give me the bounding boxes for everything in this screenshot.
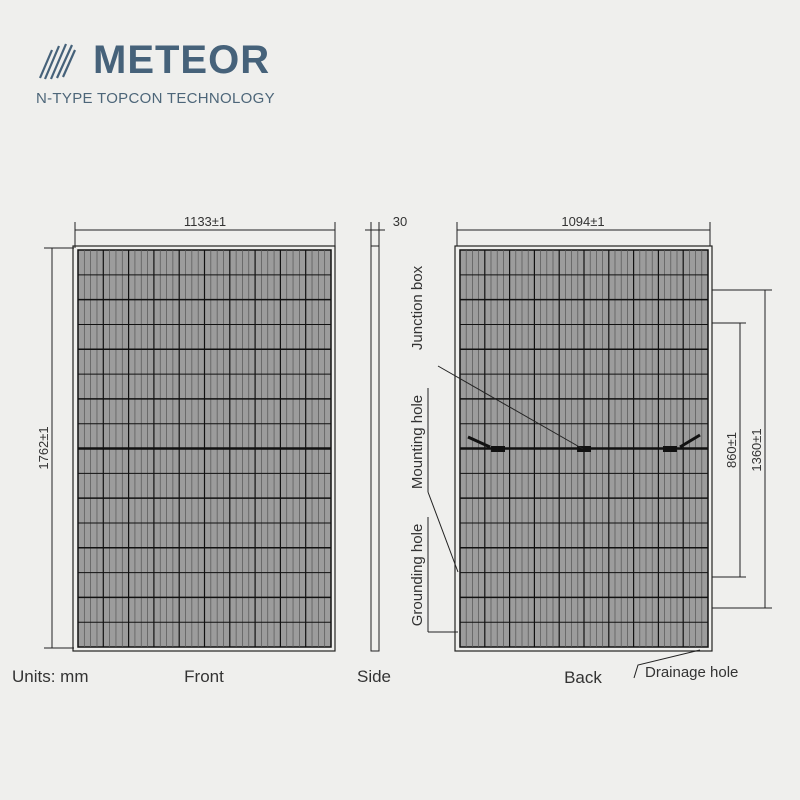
front-label: Front [184,667,224,686]
back-label: Back [564,668,602,687]
dim-mount-outer: 1360±1 [749,428,764,471]
tagline: N-TYPE TOPCON TECHNOLOGY [36,90,275,107]
side-view-frame [370,245,380,652]
junction-box [491,446,505,452]
dim-mount-inner: 860±1 [724,432,739,468]
front-view-panel [72,245,336,652]
callout-mounting-hole: Mounting hole [409,395,426,489]
back-view-panel [454,245,713,652]
units-label: Units: mm [12,667,89,686]
dim-side-thickness: 30 [393,214,407,229]
junction-box [663,446,677,452]
dim-front-width: 1133±1 [184,214,226,229]
logo-stripes-icon [38,43,77,80]
callout-drainage-hole: Drainage hole [645,664,738,681]
junction-box [577,446,591,452]
cable-right [679,433,701,449]
callout-junction-box: Junction box [409,265,426,350]
dim-back-width: 1094±1 [561,214,604,229]
cable-left [467,435,491,449]
dim-front-height: 1762±1 [36,426,51,469]
side-label: Side [357,667,391,686]
dimension-lines [44,222,772,679]
callout-grounding-hole: Grounding hole [409,524,426,627]
brand-logo: METEOR [93,38,271,82]
